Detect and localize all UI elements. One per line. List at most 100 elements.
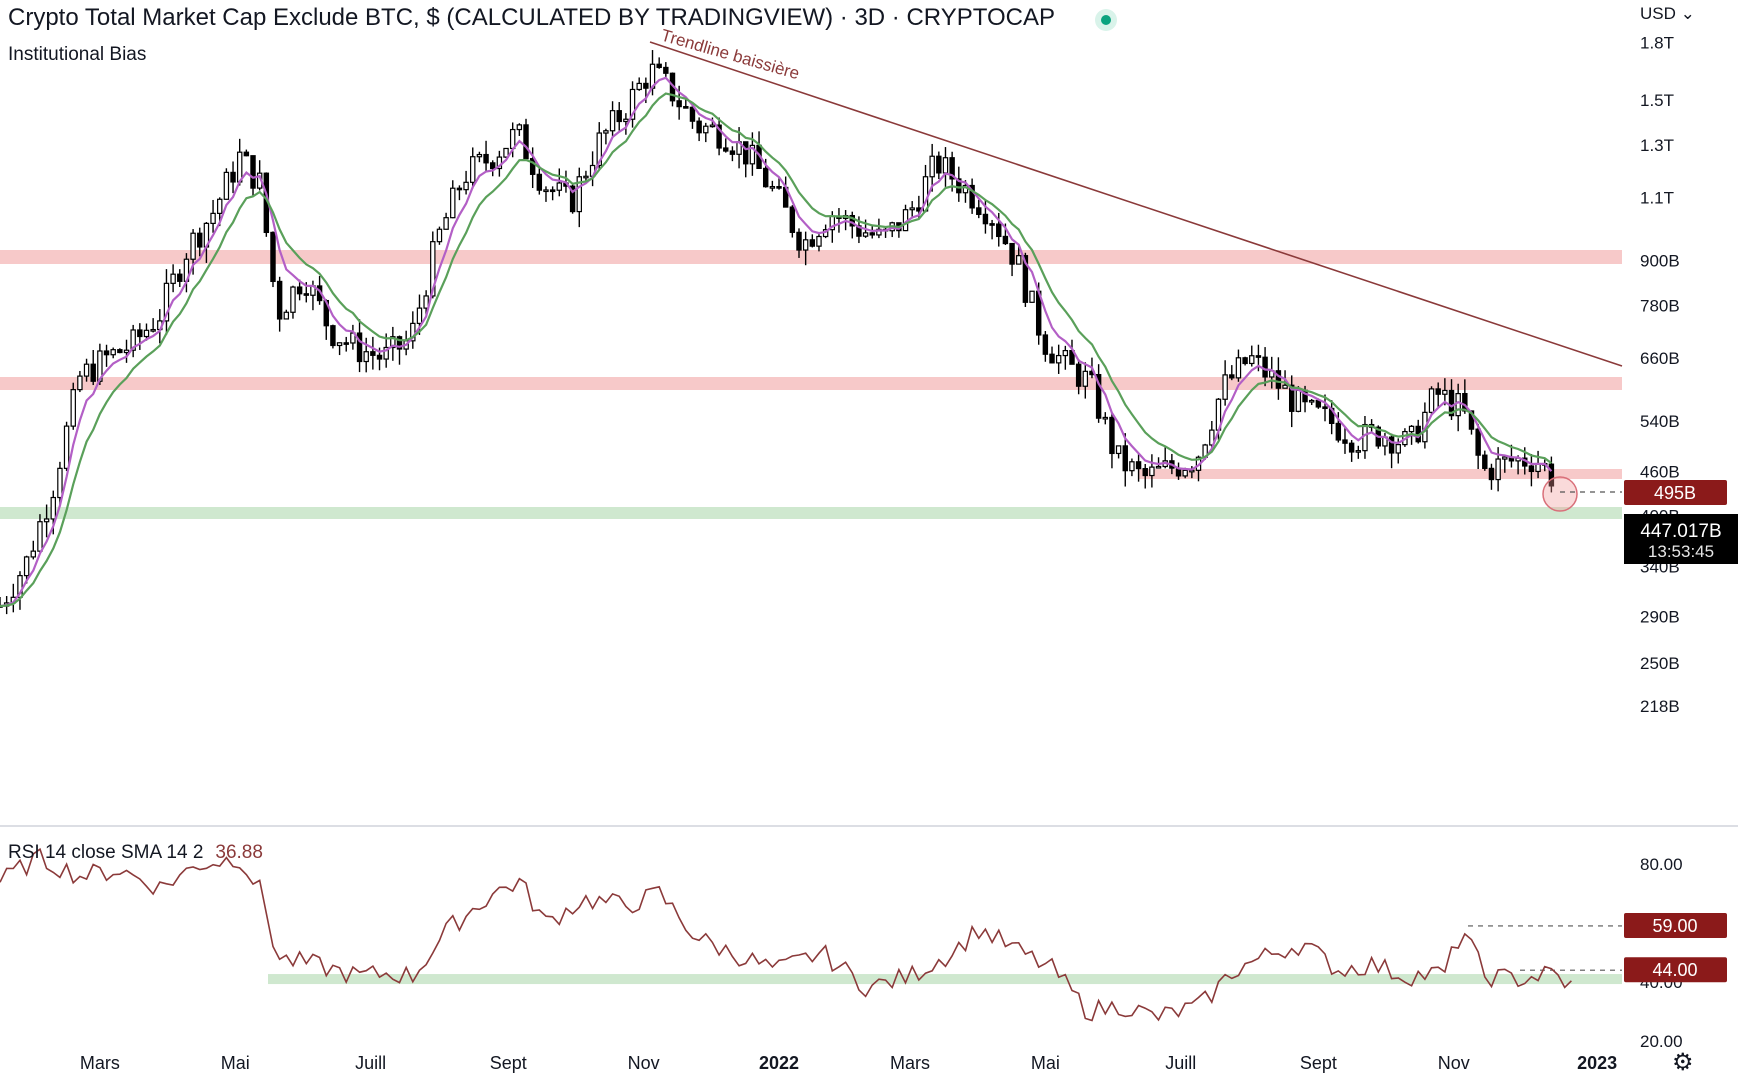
price-tick-label: 1.1T <box>1640 188 1674 207</box>
candle-body <box>1022 255 1029 303</box>
candle-body <box>603 130 609 134</box>
candle-body <box>390 336 396 349</box>
candle-body <box>1495 458 1501 481</box>
candle-body <box>343 342 349 345</box>
rsi-line <box>0 847 1572 1022</box>
price-tick-label: 900B <box>1640 251 1680 270</box>
candle-body <box>1029 290 1035 303</box>
candle-body <box>1475 428 1481 456</box>
candle-body <box>296 286 303 295</box>
candle-body <box>303 293 310 296</box>
candle-body <box>862 232 869 237</box>
candle-body <box>556 182 563 191</box>
candle-body <box>423 295 429 309</box>
candle-body <box>476 153 483 158</box>
candle-body <box>336 342 343 347</box>
candle-body <box>1455 393 1461 417</box>
candle-body <box>1235 357 1242 379</box>
candlestick-series <box>0 50 1555 615</box>
candle-body <box>130 329 136 351</box>
rsi-legend[interactable]: RSI 14 close SMA 14 2 36.88 <box>8 842 263 864</box>
candle-body <box>77 375 83 391</box>
candle-body <box>1295 389 1302 412</box>
ema-fast-line <box>0 76 1553 608</box>
settings-icon[interactable]: ⚙ <box>1672 1049 1694 1076</box>
time-tick-label: Sept <box>490 1053 527 1073</box>
candle-body <box>743 141 749 165</box>
candle-body <box>1095 373 1102 419</box>
price-tick-label: 1.3T <box>1640 136 1674 155</box>
candle-body <box>450 187 456 219</box>
candle-body <box>276 280 283 320</box>
candle-body <box>809 239 816 247</box>
candle-body <box>1229 374 1235 379</box>
candle-body <box>1082 370 1089 387</box>
candle-body <box>363 351 369 363</box>
candle-body <box>243 151 250 157</box>
candle-body <box>1488 467 1495 481</box>
price-tick-label: 218B <box>1640 697 1680 716</box>
candle-body <box>43 518 50 523</box>
candle-body <box>1149 466 1155 477</box>
rsi-level-label: 44.00 <box>1652 960 1697 980</box>
candle-body <box>63 425 70 469</box>
candle-body <box>529 158 536 175</box>
candle-body <box>509 128 516 150</box>
candle-body <box>1428 388 1435 413</box>
currency-selector[interactable]: USD ⌄ <box>1640 4 1695 24</box>
candle-body <box>1282 384 1288 389</box>
candle-body <box>596 132 602 167</box>
candle-body <box>976 207 982 215</box>
candle-body <box>1435 388 1441 395</box>
candle-body <box>1528 465 1535 473</box>
candle-body <box>50 496 56 520</box>
candle-body <box>37 521 43 552</box>
candle-body <box>1408 425 1415 433</box>
candle-body <box>523 124 529 160</box>
time-tick-label: 2023 <box>1577 1053 1617 1073</box>
candle-body <box>1468 410 1475 430</box>
candle-body <box>909 207 915 211</box>
candle-body <box>1129 461 1135 472</box>
price-tick-label: 290B <box>1640 607 1680 626</box>
candle-body <box>1242 357 1248 365</box>
candle-body <box>1335 422 1342 441</box>
resistance-zone-upper <box>0 250 1622 264</box>
candle-body <box>1009 242 1015 265</box>
indicator-label[interactable]: Institutional Bias <box>8 44 147 65</box>
candle-body <box>190 232 196 260</box>
time-tick-label: Nov <box>1438 1053 1470 1073</box>
candle-body <box>1155 465 1162 469</box>
candle-body <box>1482 454 1488 469</box>
candle-body <box>723 147 729 152</box>
candle-body <box>1115 445 1122 455</box>
candle-body <box>90 363 96 382</box>
candle-body <box>170 273 176 284</box>
candle-body <box>416 307 423 324</box>
candle-body <box>762 167 769 188</box>
candle-body <box>789 206 796 233</box>
candle-body <box>223 171 230 200</box>
candle-body <box>410 322 416 342</box>
time-tick-label: Mai <box>1031 1053 1060 1073</box>
candle-body <box>689 106 696 122</box>
candle-body <box>683 106 689 109</box>
candle-body <box>869 232 875 236</box>
candle-body <box>543 189 549 193</box>
candle-body <box>137 329 143 338</box>
time-tick-label: Nov <box>628 1053 660 1073</box>
candle-body <box>749 144 756 165</box>
candle-body <box>177 273 183 282</box>
candle-body <box>143 329 150 338</box>
level-495-badge <box>1624 480 1727 505</box>
candle-body <box>1502 456 1508 460</box>
candle-body <box>716 124 722 149</box>
rsi-title: RSI 14 close SMA 14 2 <box>8 842 204 863</box>
candle-body <box>470 156 476 183</box>
live-status-icon <box>1095 9 1117 31</box>
candle-body <box>942 157 949 174</box>
rsi-level-badge <box>1624 912 1727 938</box>
signal-circle-marker <box>1542 476 1578 512</box>
